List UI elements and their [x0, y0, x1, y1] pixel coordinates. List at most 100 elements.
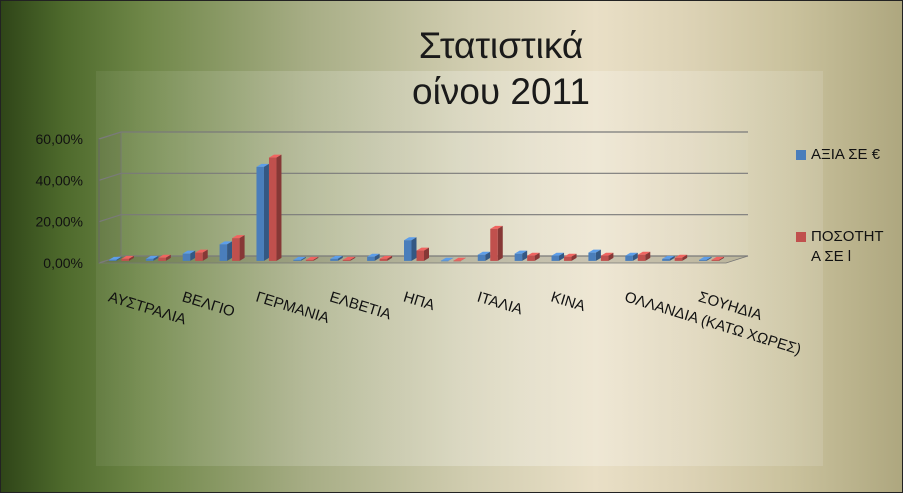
- bar-quantity: [490, 228, 498, 261]
- bar-quantity: [158, 257, 166, 261]
- bar-side-quantity: [645, 251, 651, 261]
- bar-side-value: [522, 250, 528, 261]
- bar-side-quantity: [497, 225, 503, 261]
- bar-value: [256, 166, 264, 261]
- bar-side-quantity: [350, 256, 356, 261]
- bar-value: [477, 254, 486, 261]
- bar-quantity: [453, 260, 461, 262]
- bar-value: [108, 259, 117, 261]
- bar-side-value: [595, 249, 601, 261]
- y-tick-label: 60,00%: [36, 131, 83, 147]
- bar-value: [293, 259, 301, 261]
- bar-top-value: [219, 241, 233, 245]
- bar-top-value: [404, 237, 417, 241]
- bar-side-value: [448, 257, 454, 261]
- bar-quantity: [342, 259, 351, 261]
- bar-top-value: [440, 257, 454, 261]
- bar-side-value: [190, 250, 196, 261]
- y-gridline: [98, 214, 748, 223]
- bar-top-quantity: [195, 249, 208, 253]
- bar-side-value: [116, 256, 122, 261]
- x-category-label: ΙΤΑΛΙΑ: [475, 289, 524, 319]
- chart-back-wall: [121, 132, 748, 256]
- bar-side-quantity: [424, 247, 429, 261]
- bar-value: [662, 258, 670, 261]
- bar-side-value: [153, 255, 159, 261]
- bar-quantity: [674, 257, 683, 261]
- y-gridline: [98, 131, 748, 140]
- x-category-label: ΚΙΝΑ: [549, 289, 587, 315]
- bar-side-value: [411, 237, 417, 261]
- bar-quantity: [637, 254, 646, 261]
- bar-side-quantity: [534, 252, 540, 261]
- chart-title-line-1: Στατιστικά: [418, 25, 584, 66]
- bar-side-quantity: [387, 255, 393, 261]
- bar-side-quantity: [239, 235, 245, 261]
- bar-quantity: [600, 255, 609, 261]
- bar-side-value: [706, 256, 712, 261]
- bar-side-quantity: [608, 252, 614, 261]
- bar-top-quantity: [232, 235, 245, 239]
- bar-quantity: [379, 258, 388, 261]
- bar-top-quantity: [490, 225, 503, 229]
- bar-side-quantity: [571, 253, 577, 261]
- bar-top-value: [625, 252, 638, 256]
- legend-swatch-quantity: [796, 232, 806, 242]
- bar-side-value: [300, 256, 306, 261]
- bar-side-value: [227, 241, 233, 261]
- bar-top-quantity: [711, 256, 725, 260]
- bar-value: [699, 259, 707, 261]
- bar-top-value: [699, 256, 712, 260]
- bar-top-quantity: [416, 247, 429, 251]
- x-category-label: ΗΠΑ: [401, 289, 436, 315]
- bar-value: [330, 258, 338, 261]
- bar-quantity: [195, 252, 203, 261]
- y-tick-label: 20,00%: [36, 214, 83, 230]
- x-category-label: ΒΕΛΓΙΟ: [180, 289, 237, 321]
- y-gridline: [98, 172, 748, 181]
- bar-side-quantity: [313, 256, 319, 261]
- bar-top-quantity: [379, 255, 393, 259]
- bar-side-value: [632, 252, 638, 261]
- x-category-label: ΕΛΒΕΤΙΑ: [328, 289, 394, 324]
- bar-top-value: [367, 253, 380, 257]
- bar-top-quantity: [600, 252, 614, 256]
- bar-value: [145, 258, 154, 261]
- bar-top-quantity: [342, 256, 356, 260]
- legend-label-value: ΑΞΙΑ ΣΕ €: [811, 146, 881, 163]
- bar-quantity: [232, 238, 240, 261]
- bar-value: [588, 252, 596, 261]
- bar-side-value: [669, 255, 675, 261]
- bar-top-value: [330, 255, 343, 259]
- x-category-label: ΑΥΣΤΡΑΛΙΑ: [106, 289, 188, 329]
- bar-top-quantity: [674, 254, 688, 258]
- bar-side-quantity: [165, 254, 171, 261]
- bar-top-quantity: [637, 251, 651, 255]
- bar-top-quantity: [268, 154, 282, 158]
- bar-side-value: [485, 251, 491, 261]
- chart-side-wall: [98, 131, 122, 264]
- bar-side-value: [374, 253, 380, 261]
- bar-quantity: [711, 259, 720, 261]
- bar-value: [367, 256, 375, 261]
- legend-label-quantity-line-1: ΠΟΣΟΤΗΤ: [811, 228, 884, 245]
- y-tick-label: 0,00%: [43, 255, 83, 271]
- bar-side-quantity: [460, 257, 466, 261]
- bar-value: [551, 255, 560, 261]
- bar-top-value: [551, 252, 565, 256]
- bar-value: [182, 253, 191, 261]
- bar-top-value: [145, 255, 159, 259]
- bar-value: [404, 240, 412, 261]
- bar-side-value: [559, 252, 565, 261]
- bar-top-value: [477, 251, 491, 255]
- bar-side-quantity: [719, 256, 725, 261]
- bar-value: [219, 244, 228, 261]
- bar-top-value: [662, 255, 675, 259]
- bar-side-value: [263, 163, 269, 261]
- chart-title: Στατιστικά οίνου 2011: [301, 23, 701, 115]
- bar-top-quantity: [305, 256, 319, 260]
- bar-top-value: [182, 250, 196, 254]
- plot-area-background: [96, 71, 823, 466]
